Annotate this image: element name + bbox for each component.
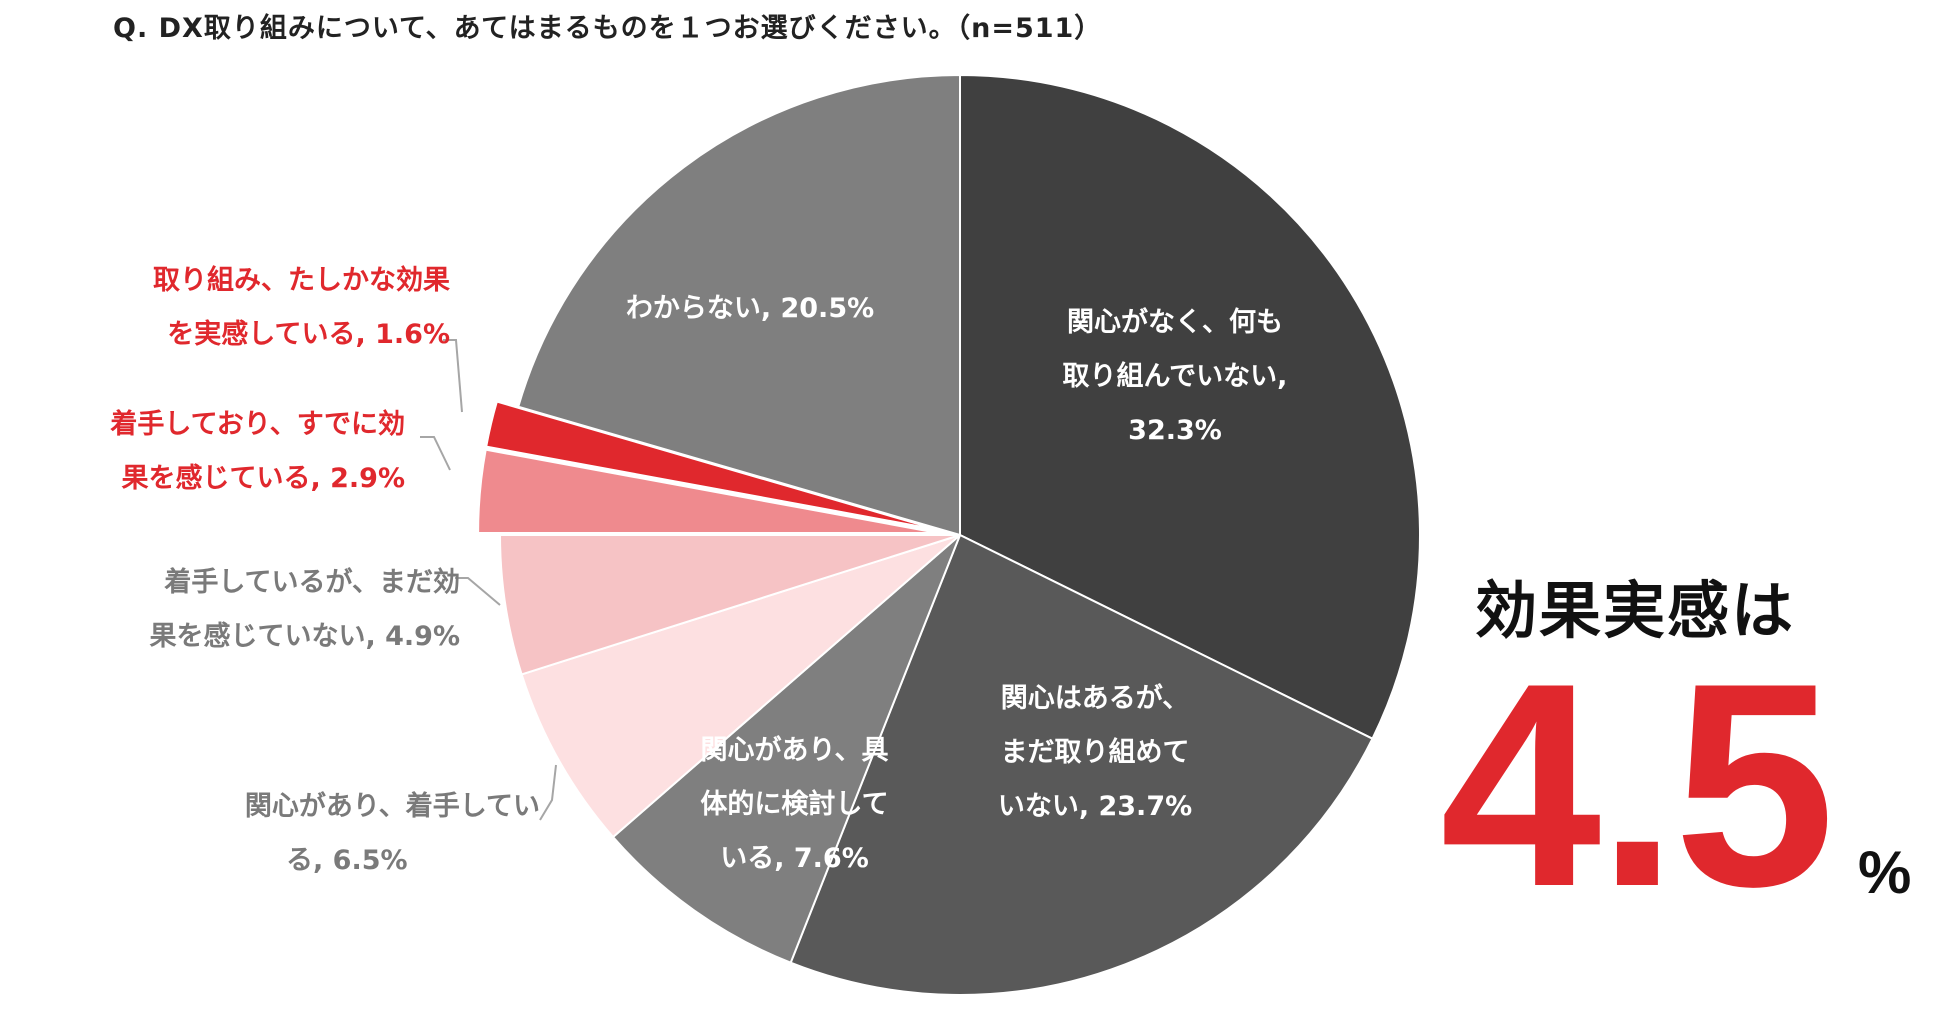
slice-label-considering: 関心があり、具 体的に検討して いる, 7.6% — [672, 724, 917, 886]
slice-label-line: まだ取り組めて — [1000, 737, 1190, 768]
effect-summary-unit: % — [1858, 839, 1912, 906]
slice-label-line: 関心がなく、何も — [1067, 307, 1283, 338]
leader-line-1 — [420, 436, 451, 471]
slice-label-started-no-effect: 着手しているが、まだ効 果を感じていない, 4.9% — [90, 556, 460, 664]
slice-label-line: 関心はあるが、 — [1000, 683, 1190, 714]
slice-label-started: 関心があり、着手してい る, 6.5% — [160, 780, 540, 888]
leader-line-0 — [443, 339, 463, 413]
slice-label-unknown: わからない, 20.5% — [600, 282, 900, 336]
leader-line-3 — [539, 764, 557, 821]
pie-slice-5 — [477, 448, 939, 534]
pie-slice-2 — [611, 534, 961, 964]
slice-label-interested-not-started: 関心はあるが、 まだ取り組めて いない, 23.7% — [960, 672, 1230, 834]
leader-line-2 — [455, 577, 501, 606]
slice-label-line: いる, 7.6% — [720, 843, 869, 874]
slice-label-started-with-effect: 着手しており、すでに効 果を感じている, 2.9% — [30, 398, 405, 506]
pie-slice-4 — [498, 534, 961, 676]
effect-summary-title: 効果実感は — [1475, 574, 1796, 647]
pie-slice-6 — [485, 400, 939, 531]
slice-label-line: 関心があり、着手してい — [244, 791, 540, 822]
slice-label-clear-effect: 取り組み、たしかな効果 を実感している, 1.6% — [70, 254, 450, 362]
slice-label-line: いない, 23.7% — [997, 791, 1193, 822]
slice-label-line: 関心があり、具 — [700, 735, 889, 766]
slice-label-line: 取り組み、たしかな効果 — [153, 265, 450, 296]
slice-label-line: 取り組んでいない, — [1062, 361, 1288, 392]
pie-slice-1 — [789, 533, 1374, 996]
pie-slice-7 — [517, 73, 961, 537]
pie-slice-0 — [959, 73, 1421, 741]
slice-label-line: を実感している, 1.6% — [167, 319, 450, 350]
effect-summary-value: 4.5 — [1440, 623, 1835, 947]
pie-slice-3 — [520, 534, 961, 839]
slice-label-line: 果を感じていない, 4.9% — [149, 621, 460, 652]
slice-label-line: る, 6.5% — [286, 845, 408, 876]
slice-label-no-interest: 関心がなく、何も 取り組んでいない, 32.3% — [1040, 296, 1310, 458]
slice-label-line: 着手しているが、まだ効 — [164, 567, 460, 598]
slice-label-line: 体的に検討して — [700, 789, 889, 820]
slice-label-line: 果を感じている, 2.9% — [121, 463, 405, 494]
slice-label-line: わからない, 20.5% — [625, 293, 875, 324]
slice-label-line: 着手しており、すでに効 — [110, 409, 405, 440]
slice-label-line: 32.3% — [1128, 415, 1222, 446]
question-title: Q. DX取り組みについて、あてはまるものを１つお選びください。（n=511） — [113, 13, 1103, 44]
